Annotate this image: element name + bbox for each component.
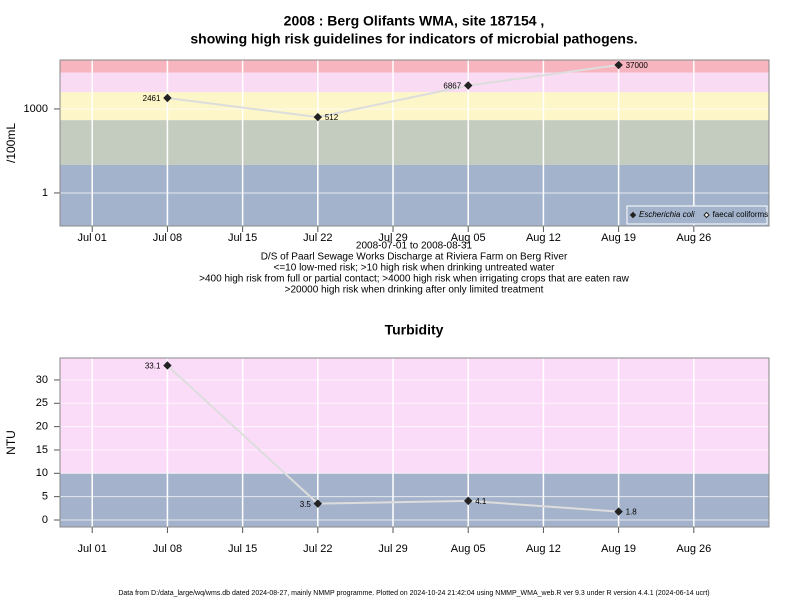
data-label: 6867 xyxy=(443,82,461,91)
x-tick-label: Jul 08 xyxy=(153,543,182,555)
note: >400 high risk from full or partial cont… xyxy=(199,274,629,285)
data-point xyxy=(163,361,172,370)
legend-box xyxy=(626,205,768,225)
data-point xyxy=(313,499,323,508)
y-tick-label: 10 xyxy=(36,467,48,479)
x-tick-label: Jul 22 xyxy=(303,543,332,555)
data-label: 4.1 xyxy=(475,497,487,506)
y-tick-label: 25 xyxy=(36,397,48,409)
x-tick-label: Aug 05 xyxy=(451,543,486,555)
data-label: 512 xyxy=(325,113,339,122)
x-tick-label: Jul 01 xyxy=(78,232,107,244)
legend-marker xyxy=(629,211,637,219)
footer: Data from D:/data_large/wq/wms.db dated … xyxy=(118,590,709,597)
x-tick-label: Aug 12 xyxy=(526,543,561,555)
data-point xyxy=(614,507,623,516)
plot-frame xyxy=(59,357,770,528)
x-tick-label: Aug 12 xyxy=(526,232,561,244)
x-tick-label: Aug 19 xyxy=(601,543,636,555)
y-axis-label: NTU xyxy=(4,430,18,455)
x-tick-label: Jul 29 xyxy=(378,543,407,555)
data-point xyxy=(163,93,172,103)
data-point xyxy=(464,81,473,90)
y-axis-label: /100mL xyxy=(4,123,18,163)
risk-band xyxy=(60,473,769,527)
x-tick-label: Jul 22 xyxy=(303,232,332,244)
x-tick-label: Aug 26 xyxy=(676,232,711,244)
x-tick-label: Jul 08 xyxy=(153,232,182,244)
risk-band xyxy=(60,72,769,93)
data-point xyxy=(464,496,473,506)
note: D/S of Paarl Sewage Works Discharge at R… xyxy=(261,252,568,263)
legend-label: faecal coliforms xyxy=(713,210,769,219)
x-tick-label: Jul 15 xyxy=(228,543,257,555)
chart-title: 2008 : Berg Olifants WMA, site 187154 , xyxy=(284,13,545,29)
y-tick-label: 0 xyxy=(42,514,48,526)
note: 2008-07-01 to 2008-08-31 xyxy=(356,241,473,252)
plot-frame xyxy=(59,59,770,227)
note: <=10 low-med risk; >10 high risk when dr… xyxy=(274,263,556,274)
legend-label: Escherichia coli xyxy=(639,210,695,219)
x-tick-label: Aug 05 xyxy=(451,232,486,244)
series-line xyxy=(167,64,619,119)
chart-title: showing high risk guidelines for indicat… xyxy=(190,31,637,47)
y-tick-label: 15 xyxy=(36,444,48,456)
data-point xyxy=(313,112,323,122)
legend-marker xyxy=(703,211,710,219)
series-line xyxy=(166,364,619,513)
risk-band xyxy=(60,60,769,73)
data-label: 1.8 xyxy=(626,508,638,517)
y-tick-label: 1 xyxy=(42,187,48,199)
x-tick-label: Jul 01 xyxy=(78,543,107,555)
x-tick-label: Jul 29 xyxy=(378,232,407,244)
data-label: 3.5 xyxy=(300,500,312,509)
y-tick-label: 1000 xyxy=(24,103,48,115)
y-tick-label: 20 xyxy=(36,421,48,433)
y-tick-label: 30 xyxy=(36,374,48,386)
x-tick-label: Aug 19 xyxy=(601,232,636,244)
data-label: 37000 xyxy=(626,61,649,70)
risk-band xyxy=(60,120,769,165)
x-tick-label: Jul 15 xyxy=(228,232,257,244)
data-label: 2461 xyxy=(143,94,161,103)
note: >20000 high risk when drinking after onl… xyxy=(285,285,544,296)
chart-title: Turbidity xyxy=(385,322,444,338)
data-label: 33.1 xyxy=(145,362,161,371)
data-point xyxy=(614,60,623,70)
y-tick-label: 5 xyxy=(42,491,48,503)
risk-band xyxy=(60,358,769,474)
x-tick-label: Aug 26 xyxy=(676,543,711,555)
